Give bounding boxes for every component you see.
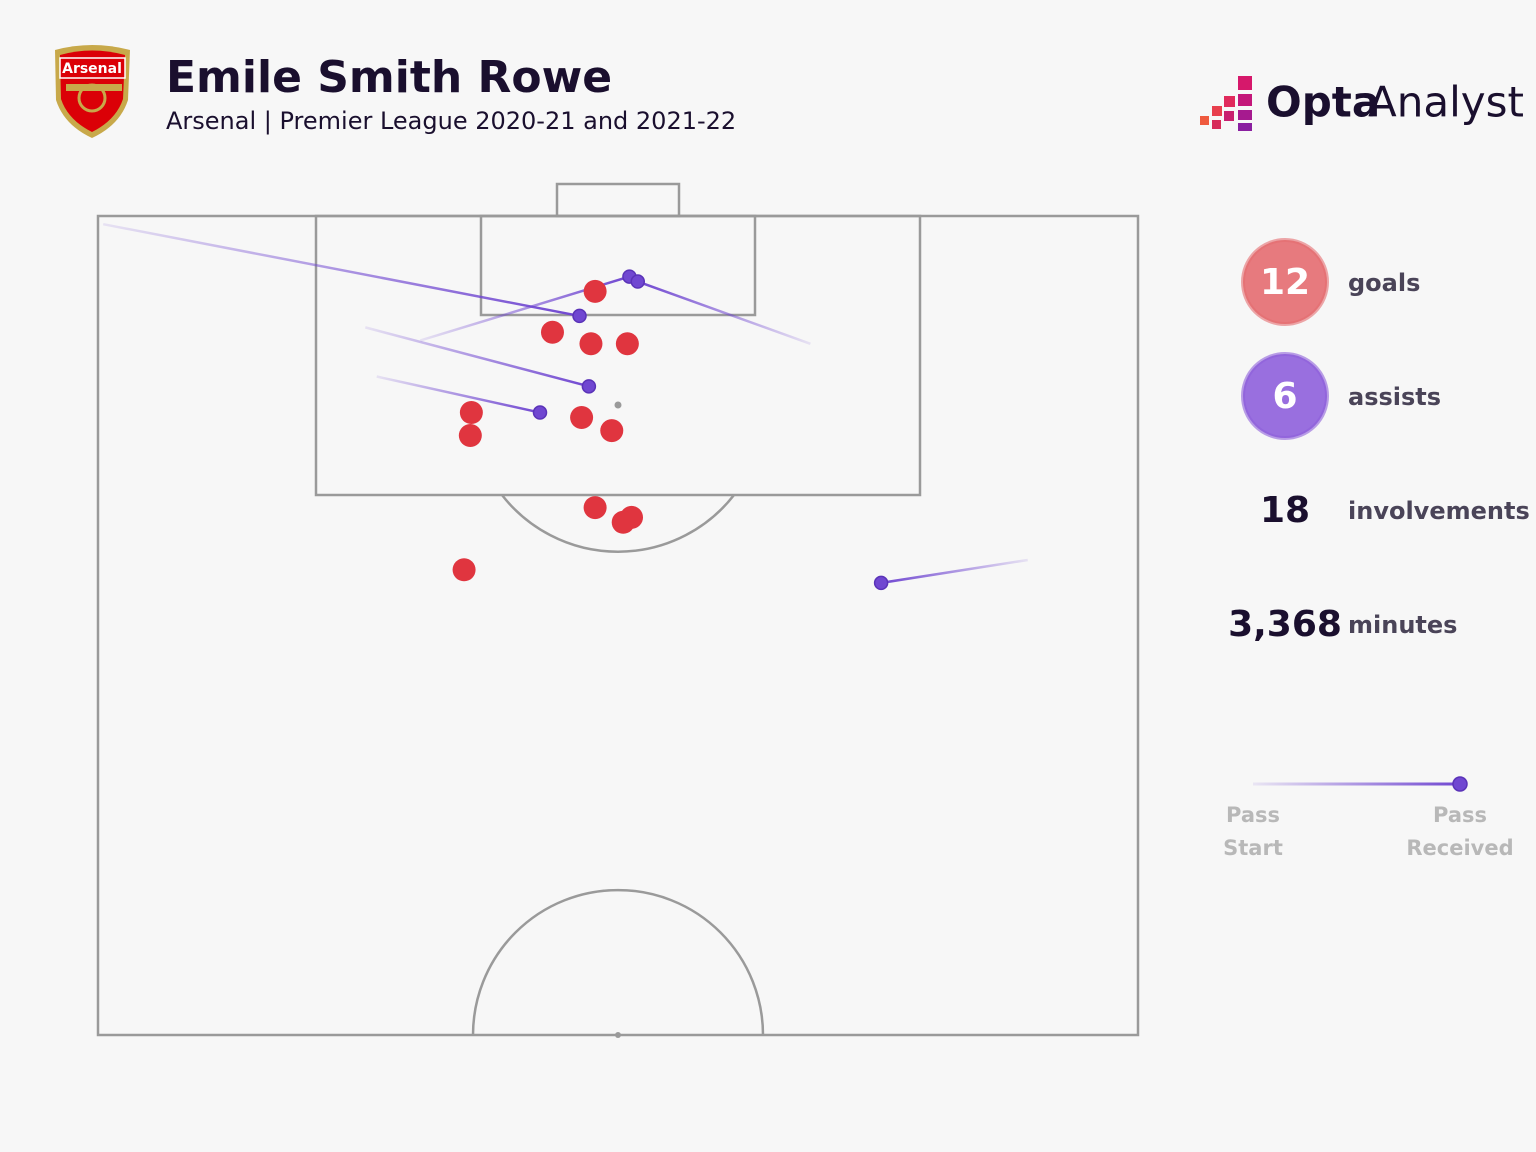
stat-badge — [1241, 238, 1329, 326]
assist-end — [532, 405, 548, 420]
goal — [459, 401, 483, 425]
assist-end — [873, 575, 889, 591]
crest-text: Arsenal — [62, 61, 122, 77]
assist-end — [581, 379, 597, 394]
assist-pass — [637, 280, 811, 345]
goal — [540, 320, 564, 344]
goal — [583, 496, 607, 520]
legend-label: Received — [1406, 836, 1513, 860]
legend-label: Pass — [1226, 803, 1280, 827]
assist-end — [572, 308, 587, 324]
assist-pass — [880, 558, 1028, 585]
crest: Arsenal — [55, 45, 130, 138]
goal — [615, 332, 639, 356]
assist-end — [630, 274, 646, 289]
assist-pass — [102, 222, 580, 318]
stat-value: 6 — [1272, 376, 1297, 417]
title: Emile Smith Rowe — [166, 52, 612, 103]
stat-value: 18 — [1260, 490, 1310, 531]
goal — [583, 279, 607, 303]
goal — [452, 558, 476, 582]
assist-pass — [364, 326, 590, 388]
assist-pass — [376, 375, 541, 414]
stat-label: minutes — [1348, 611, 1457, 639]
stat-label: goals — [1348, 269, 1420, 297]
brand-logo: Opta Analyst — [1200, 76, 1524, 131]
goal — [458, 423, 482, 447]
stat-badge — [1241, 352, 1329, 440]
stat-label: involvements — [1348, 497, 1530, 525]
legend-label: Start — [1223, 836, 1283, 860]
pitch — [96, 182, 1140, 1038]
goal — [611, 510, 635, 534]
stat-value: 3,368 — [1228, 604, 1342, 645]
legend-label: Pass — [1433, 803, 1487, 827]
brand-name: Analyst — [1368, 78, 1524, 127]
legend: Pass Start Pass Received — [1223, 776, 1514, 860]
goal — [570, 405, 594, 429]
stat-value: 12 — [1260, 262, 1310, 303]
stat-label: assists — [1348, 383, 1441, 411]
subtitle: Arsenal | Premier League 2020-21 and 202… — [166, 107, 736, 135]
goal — [600, 419, 624, 443]
goal — [579, 332, 603, 356]
brand-name: Opta — [1266, 78, 1380, 127]
